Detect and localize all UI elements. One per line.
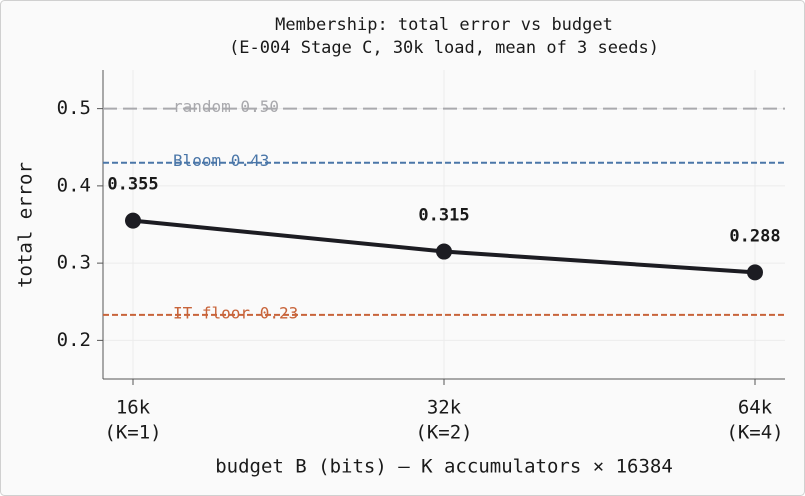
y-tick-label: 0.5 (57, 97, 91, 119)
x-tick-label: (K=4) (726, 422, 783, 444)
x-tick-label: (K=2) (415, 422, 472, 444)
data-label: 0.355 (107, 175, 158, 195)
point (747, 264, 763, 281)
point (436, 243, 452, 260)
reference-label: Bloom 0.43 (173, 151, 269, 170)
y-tick-label: 0.3 (57, 252, 91, 274)
x-axis-label: budget B (bits) — K accumulators × 16384 (215, 456, 673, 478)
point (125, 212, 141, 229)
chart-title: Membership: total error vs budget (275, 15, 613, 35)
reference-label: random 0.50 (173, 97, 279, 116)
reference-label: IT floor 0.23 (173, 303, 298, 322)
chart-subtitle: (E-004 Stage C, 30k load, mean of 3 seed… (229, 38, 659, 58)
y-tick-label: 0.4 (57, 174, 91, 196)
data-label: 0.288 (729, 226, 780, 246)
x-tick-label: 32k (427, 397, 462, 419)
y-tick-label: 0.2 (57, 329, 91, 351)
y-axis-label: total error (15, 162, 37, 288)
x-tick-label: 16k (116, 397, 151, 419)
x-tick-label: (K=1) (104, 422, 161, 444)
data-label: 0.315 (418, 206, 469, 226)
x-tick-label: 64k (738, 397, 773, 419)
